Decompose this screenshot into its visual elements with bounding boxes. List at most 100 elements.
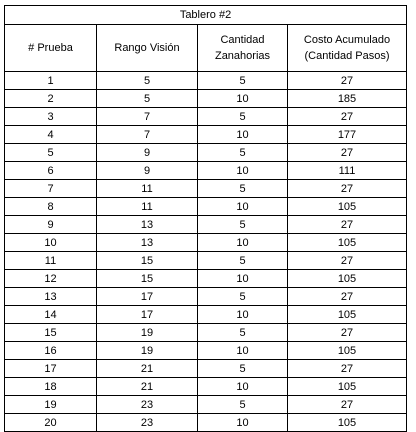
header-prueba-line1: # Prueba xyxy=(28,42,73,54)
costo-acumulado-cell: 27 xyxy=(287,359,407,378)
table-row: 8 11 10 105 xyxy=(4,197,407,216)
rango-vision-cell: 13 xyxy=(96,215,198,234)
table-row: 13 17 5 27 xyxy=(4,287,407,306)
costo-acumulado-cell: 27 xyxy=(287,143,407,162)
rango-vision-cell: 11 xyxy=(96,179,198,198)
prueba-cell: 18 xyxy=(4,377,97,396)
costo-acumulado-cell: 105 xyxy=(287,197,407,216)
rango-vision-cell: 7 xyxy=(96,107,198,126)
rango-vision-cell: 11 xyxy=(96,197,198,216)
table-row: 20 23 10 105 xyxy=(4,413,407,432)
cantidad-zanahorias-cell: 10 xyxy=(197,125,288,144)
table-row: 5 9 5 27 xyxy=(4,143,407,162)
prueba-cell: 7 xyxy=(4,179,97,198)
prueba-cell: 17 xyxy=(4,359,97,378)
results-sheet: Tablero #2 # Prueba Rango Visión Cantida… xyxy=(4,5,407,432)
costo-acumulado-cell: 105 xyxy=(287,305,407,324)
costo-acumulado-cell: 27 xyxy=(287,71,407,90)
table-row: 2 5 10 185 xyxy=(4,89,407,108)
rango-vision-cell: 13 xyxy=(96,233,198,252)
cantidad-zanahorias-cell: 5 xyxy=(197,71,288,90)
costo-acumulado-cell: 27 xyxy=(287,251,407,270)
cantidad-zanahorias-cell: 5 xyxy=(197,179,288,198)
header-cantidad-line2: Zanahorias xyxy=(214,50,271,62)
costo-acumulado-cell: 105 xyxy=(287,413,407,432)
cantidad-zanahorias-cell: 5 xyxy=(197,107,288,126)
costo-acumulado-cell: 111 xyxy=(287,161,407,180)
prueba-cell: 1 xyxy=(4,71,97,90)
table-row: 14 17 10 105 xyxy=(4,305,407,324)
rango-vision-cell: 23 xyxy=(96,395,198,414)
table-row: 9 13 5 27 xyxy=(4,215,407,234)
cantidad-zanahorias-cell: 5 xyxy=(197,251,288,270)
costo-acumulado-cell: 27 xyxy=(287,215,407,234)
prueba-cell: 5 xyxy=(4,143,97,162)
table-row: 6 9 10 111 xyxy=(4,161,407,180)
rango-vision-cell: 9 xyxy=(96,161,198,180)
table-row: 10 13 10 105 xyxy=(4,233,407,252)
prueba-cell: 12 xyxy=(4,269,97,288)
prueba-cell: 20 xyxy=(4,413,97,432)
cantidad-zanahorias-cell: 10 xyxy=(197,413,288,432)
rango-vision-cell: 23 xyxy=(96,413,198,432)
costo-acumulado-cell: 27 xyxy=(287,107,407,126)
table-row: 17 21 5 27 xyxy=(4,359,407,378)
rango-vision-cell: 5 xyxy=(96,89,198,108)
table-body: 1 5 5 27 2 5 10 185 3 7 5 27 4 7 10 177 5 9 5 27 6 9 10 111 7 11 5… xyxy=(4,71,407,432)
table-header-row: # Prueba Rango Visión Cantidad Zanahoria… xyxy=(4,24,407,72)
costo-acumulado-cell: 177 xyxy=(287,125,407,144)
cantidad-zanahorias-cell: 5 xyxy=(197,287,288,306)
cantidad-zanahorias-cell: 10 xyxy=(197,197,288,216)
costo-acumulado-cell: 27 xyxy=(287,179,407,198)
table-row: 4 7 10 177 xyxy=(4,125,407,144)
costo-acumulado-cell: 105 xyxy=(287,377,407,396)
rango-vision-cell: 5 xyxy=(96,71,198,90)
cantidad-zanahorias-cell: 10 xyxy=(197,233,288,252)
prueba-cell: 11 xyxy=(4,251,97,270)
table-row: 7 11 5 27 xyxy=(4,179,407,198)
prueba-cell: 13 xyxy=(4,287,97,306)
table-row: 3 7 5 27 xyxy=(4,107,407,126)
header-rango-vision-line1: Rango Visión xyxy=(114,42,180,54)
rango-vision-cell: 19 xyxy=(96,341,198,360)
prueba-cell: 4 xyxy=(4,125,97,144)
header-cantidad-line1: Cantidad xyxy=(220,34,265,46)
header-prueba: # Prueba xyxy=(4,24,97,72)
header-rango-vision: Rango Visión xyxy=(96,24,198,72)
rango-vision-cell: 9 xyxy=(96,143,198,162)
costo-acumulado-cell: 27 xyxy=(287,395,407,414)
prueba-cell: 2 xyxy=(4,89,97,108)
prueba-cell: 8 xyxy=(4,197,97,216)
rango-vision-cell: 17 xyxy=(96,305,198,324)
cantidad-zanahorias-cell: 5 xyxy=(197,143,288,162)
cantidad-zanahorias-cell: 10 xyxy=(197,161,288,180)
header-costo-line2: (Cantidad Pasos) xyxy=(304,50,390,62)
rango-vision-cell: 19 xyxy=(96,323,198,342)
cantidad-zanahorias-cell: 10 xyxy=(197,269,288,288)
table-row: 18 21 10 105 xyxy=(4,377,407,396)
rango-vision-cell: 17 xyxy=(96,287,198,306)
prueba-cell: 6 xyxy=(4,161,97,180)
prueba-cell: 14 xyxy=(4,305,97,324)
table-row: 19 23 5 27 xyxy=(4,395,407,414)
costo-acumulado-cell: 185 xyxy=(287,89,407,108)
rango-vision-cell: 21 xyxy=(96,377,198,396)
cantidad-zanahorias-cell: 10 xyxy=(197,377,288,396)
table-row: 15 19 5 27 xyxy=(4,323,407,342)
costo-acumulado-cell: 105 xyxy=(287,269,407,288)
rango-vision-cell: 7 xyxy=(96,125,198,144)
costo-acumulado-cell: 27 xyxy=(287,287,407,306)
table-title: Tablero #2 xyxy=(4,5,407,25)
table-title-row: Tablero #2 xyxy=(4,5,407,25)
rango-vision-cell: 21 xyxy=(96,359,198,378)
cantidad-zanahorias-cell: 10 xyxy=(197,89,288,108)
results-table: Tablero #2 # Prueba Rango Visión Cantida… xyxy=(4,5,407,432)
table-row: 11 15 5 27 xyxy=(4,251,407,270)
header-cantidad-zanahorias: Cantidad Zanahorias xyxy=(197,24,288,72)
rango-vision-cell: 15 xyxy=(96,251,198,270)
costo-acumulado-cell: 27 xyxy=(287,323,407,342)
cantidad-zanahorias-cell: 10 xyxy=(197,305,288,324)
prueba-cell: 3 xyxy=(4,107,97,126)
cantidad-zanahorias-cell: 5 xyxy=(197,359,288,378)
cantidad-zanahorias-cell: 10 xyxy=(197,341,288,360)
